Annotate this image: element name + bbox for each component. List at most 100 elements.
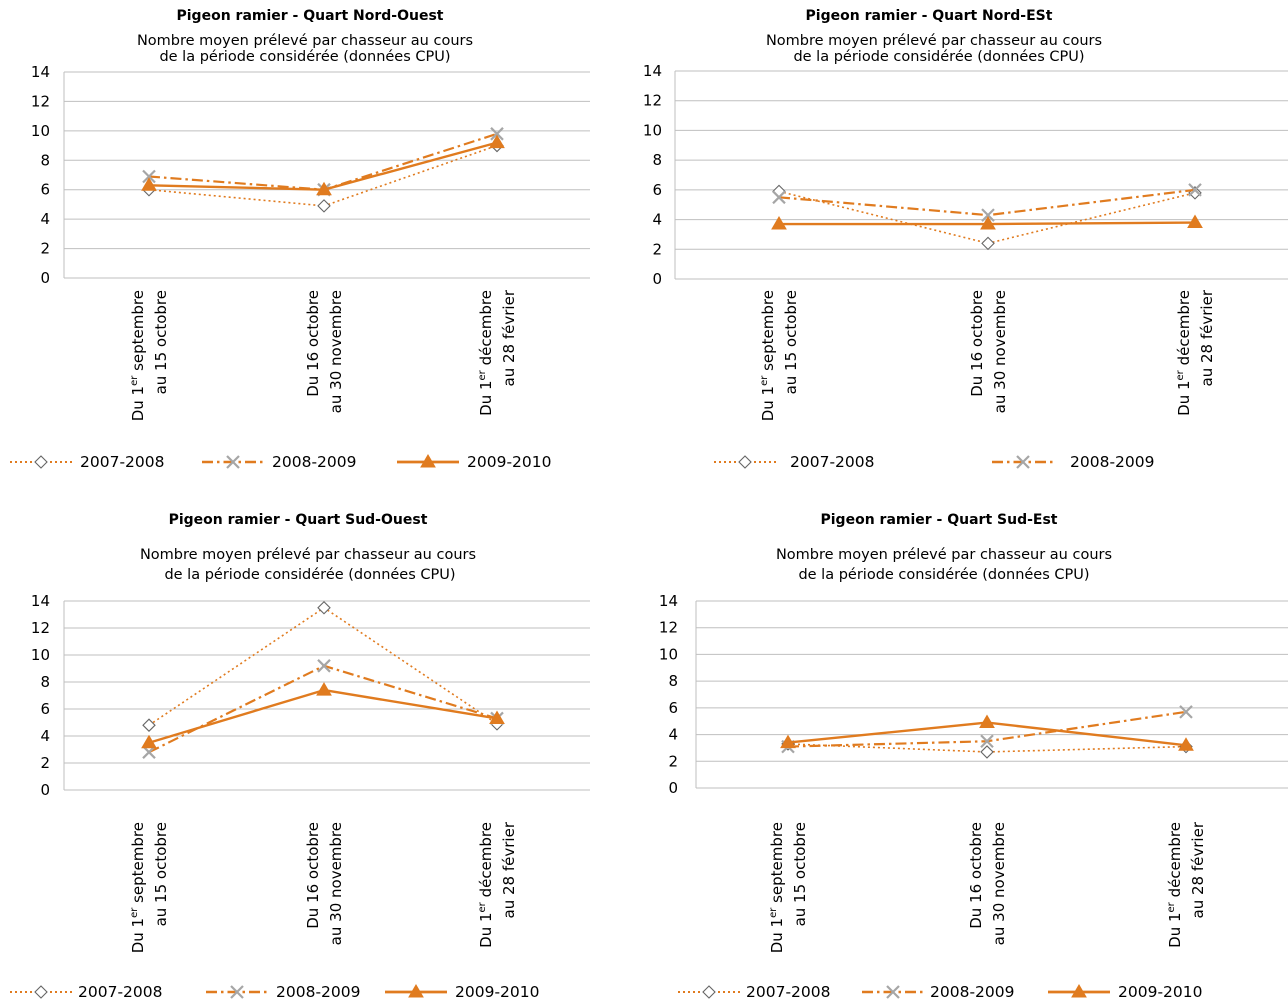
x-tick-label: Du 16 octobre au 30 novembre [304,822,345,945]
legend-label: 2007-2008 [746,983,831,1001]
x-tick-label: Du 1er septembre au 15 octobre [129,822,170,953]
svg-text:Du 1er décembre: Du 1er décembre [477,822,495,948]
chart-legend: 2007-2008 2008-2009 2009-2010 [8,452,608,474]
legend-label: 2007-2008 [78,983,163,1001]
x-tick-label: Du 16 octobre au 30 novembre [968,290,1009,413]
y-tick-label: 10 [31,122,50,140]
x-tick-label: Du 1er septembre au 15 octobre [768,822,809,953]
chart-panel-sud-ouest: Pigeon ramier - Quart Sud-Ouest Nombre m… [0,500,640,1007]
data-point [1178,737,1194,751]
line-chart: 0 2 4 6 8 10 12 14 Du 1er septembre au 15 octobre… [31,592,590,953]
x-tick-label: Du 1er décembre au 28 février [1166,821,1207,948]
legend-marker [702,985,716,999]
svg-text:Du 1er septembre: Du 1er septembre [759,290,777,421]
y-tick-label: 8 [40,673,50,691]
y-tick-label: 12 [659,619,678,637]
svg-text:au 28 février: au 28 février [500,289,518,386]
data-point [980,216,996,230]
chart-panel-nord-est: Pigeon ramier - Quart Nord-ESt Nombre mo… [640,0,1288,490]
data-point [316,181,332,196]
y-tick-label: 14 [643,62,662,80]
y-tick-label: 0 [40,269,50,287]
chart-legend: 2007-2008 2008-2009 2009-2010 [8,982,608,1004]
data-point [316,682,332,696]
svg-text:Du 16 octobre: Du 16 octobre [304,822,322,929]
data-point [981,208,995,222]
y-tick-label: 4 [40,210,50,228]
legend-label: 2008-2009 [276,983,361,1001]
chart-legend: 2007-2008 2008-2009 2009-2010 [676,982,1256,1004]
svg-text:au 28 février: au 28 février [1198,289,1216,386]
chart-title: Pigeon ramier - Quart Sud-Ouest [168,512,428,528]
data-point [317,600,331,615]
svg-text:au 30 novembre: au 30 novembre [991,290,1009,413]
data-point [490,127,504,141]
y-tick-label: 4 [668,726,678,744]
chart-title: Pigeon ramier - Quart Nord-Ouest [176,8,444,24]
y-tick-label: 2 [668,752,678,770]
x-tick-label: Du 1er décembre au 28 février [1175,289,1216,416]
line-chart: 0 2 4 6 8 10 12 14 Du 1er septembre au 15 octobre… [31,63,590,421]
series-line [148,132,498,191]
data-point [317,659,331,673]
chart-subtitle-line-2: de la période considérée (données CPU) [164,567,456,583]
data-point [489,134,505,149]
series-2009-2010 [780,714,1194,751]
svg-text:Du 16 octobre: Du 16 octobre [304,290,322,397]
svg-text:au 28 février: au 28 février [500,821,518,918]
svg-text:au 15 octobre: au 15 octobre [152,822,170,926]
x-tick-label: Du 1er septembre au 15 octobre [759,290,800,421]
y-tick-label: 12 [643,92,662,110]
data-point [980,734,994,749]
series-2009-2010 [141,682,505,749]
data-point [981,236,995,251]
legend-marker [1016,455,1030,469]
line-chart: 0 2 4 6 8 10 12 14 Du 1er septembre au 15 octobre… [659,592,1288,953]
legend-label: 2009-2010 [455,983,540,1001]
data-point [772,184,786,199]
chart-subtitle-line-1: Nombre moyen prélevé par chasseur au cou… [775,547,1113,563]
y-tick-label: 6 [668,699,678,717]
chart-title: Pigeon ramier - Quart Nord-ESt [805,8,1053,24]
x-tick-label: Du 1er décembre au 28 février [477,821,518,948]
data-point [1188,183,1202,197]
y-tick-label: 6 [652,181,662,199]
chart-legend: 2007-2008 2008-2009 [712,452,1272,474]
data-point [142,169,156,184]
y-tick-label: 8 [40,151,50,169]
svg-text:au 30 novembre: au 30 novembre [327,822,345,945]
svg-text:Du 16 octobre: Du 16 octobre [967,822,985,929]
y-tick-label: 2 [40,754,50,772]
legend-marker [408,984,424,998]
y-tick-label: 14 [31,63,50,81]
data-point [1179,705,1193,719]
y-tick-label: 2 [40,240,50,258]
y-tick-label: 0 [652,270,662,288]
data-point [1187,214,1203,229]
chart-subtitle-line-2: de la période considérée (données CPU) [159,49,451,65]
y-tick-label: 6 [40,700,50,718]
y-tick-label: 10 [659,645,678,663]
series-2009-2010 [141,134,505,196]
y-tick-label: 4 [40,727,50,745]
series-line [148,144,498,207]
data-point [317,199,331,213]
svg-text:au 30 novembre: au 30 novembre [327,290,345,413]
chart-subtitle-line-1: Nombre moyen prélevé par chasseur au cou… [136,33,474,49]
y-tick-label: 0 [668,779,678,797]
y-tick-label: 8 [668,672,678,690]
chart-subtitle-line-2: de la période considérée (données CPU) [793,49,1085,65]
y-tick-label: 8 [652,151,662,169]
line-chart: 0 2 4 6 8 10 12 14 Du 1er septembre au 15 octobre… [643,62,1288,421]
series-line [778,188,1196,217]
chart-title: Pigeon ramier - Quart Sud-Est [820,512,1058,528]
legend-label: 2008-2009 [272,453,357,471]
data-point [141,177,157,191]
legend-label: 2009-2010 [467,453,552,471]
svg-text:Du 1er septembre: Du 1er septembre [768,822,786,953]
chart-subtitle-line-1: Nombre moyen prélevé par chasseur au cou… [765,33,1103,49]
data-point [780,734,796,749]
series-2008-2009 [772,183,1202,222]
y-tick-label: 10 [643,121,662,139]
data-point [772,190,786,205]
